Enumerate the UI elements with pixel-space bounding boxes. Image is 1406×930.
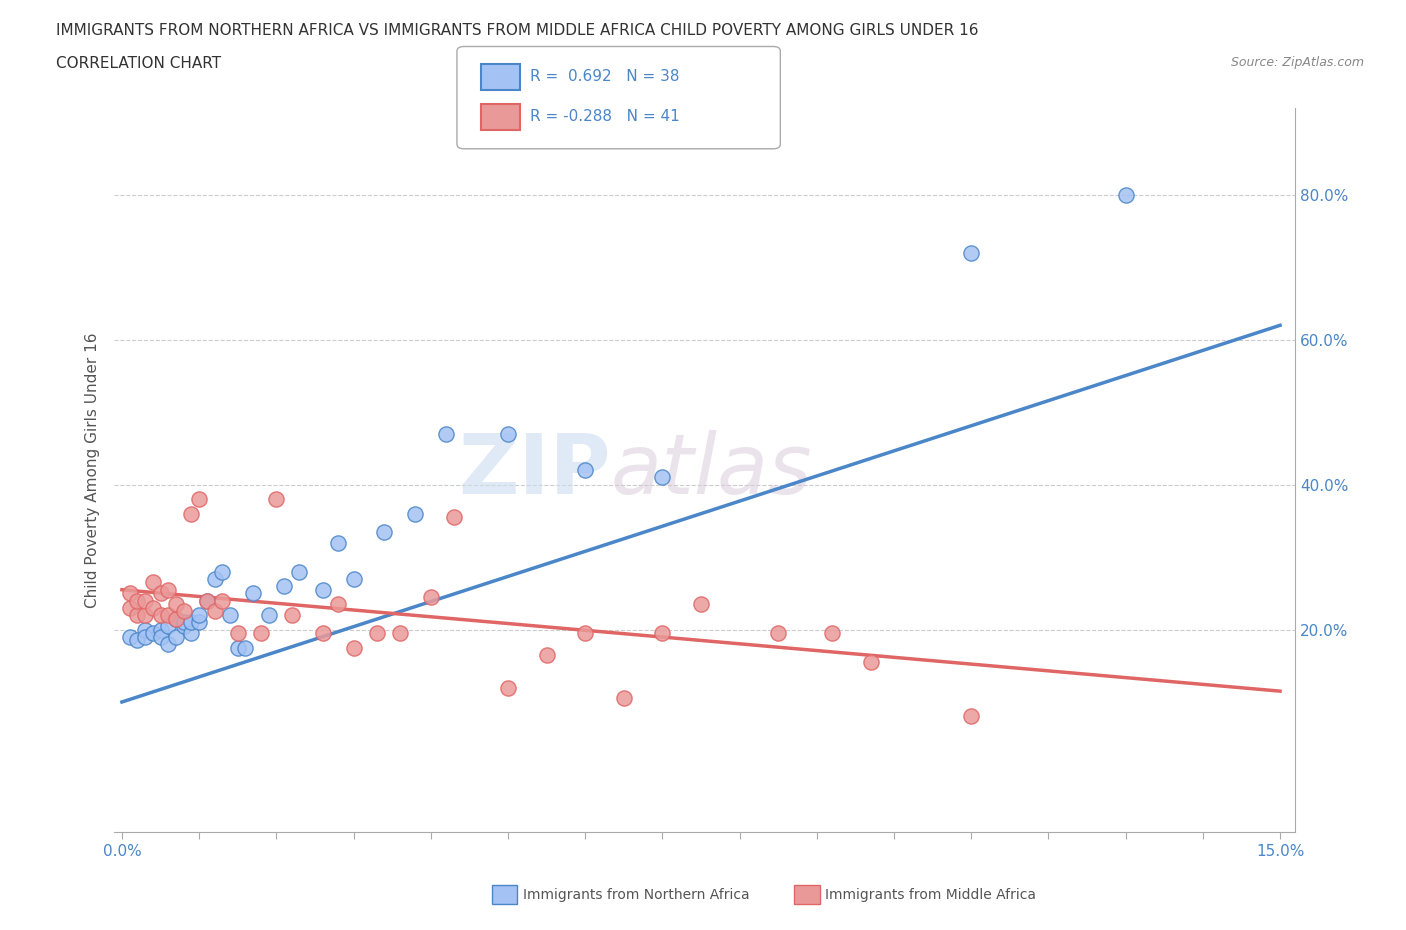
Point <box>496 680 519 695</box>
Point <box>404 506 426 521</box>
Point <box>766 626 789 641</box>
Point <box>134 607 156 622</box>
Point <box>118 601 141 616</box>
Point <box>235 640 257 655</box>
Point <box>127 607 149 622</box>
Point <box>1115 188 1137 203</box>
Point <box>165 630 187 644</box>
Point <box>188 607 211 622</box>
Point <box>204 604 226 618</box>
Point <box>373 525 395 539</box>
Point <box>195 593 218 608</box>
Point <box>434 427 457 442</box>
Point <box>311 582 333 597</box>
Text: ZIP: ZIP <box>458 430 610 511</box>
Point <box>142 575 165 590</box>
Point <box>690 597 713 612</box>
Text: R = -0.288   N = 41: R = -0.288 N = 41 <box>530 109 681 124</box>
Point <box>226 626 249 641</box>
Point <box>173 604 195 618</box>
Point <box>388 626 411 641</box>
Point <box>180 506 202 521</box>
Point <box>173 615 195 630</box>
Point <box>443 510 465 525</box>
Text: Immigrants from Middle Africa: Immigrants from Middle Africa <box>825 887 1036 902</box>
Point <box>188 492 211 507</box>
Point <box>960 709 983 724</box>
Text: IMMIGRANTS FROM NORTHERN AFRICA VS IMMIGRANTS FROM MIDDLE AFRICA CHILD POVERTY A: IMMIGRANTS FROM NORTHERN AFRICA VS IMMIG… <box>56 23 979 38</box>
Point <box>149 622 172 637</box>
Point <box>165 611 187 626</box>
Text: atlas: atlas <box>610 430 811 511</box>
Point <box>157 618 180 633</box>
Point <box>366 626 388 641</box>
Point <box>142 626 165 641</box>
Text: Source: ZipAtlas.com: Source: ZipAtlas.com <box>1230 56 1364 69</box>
Point <box>204 571 226 586</box>
Point <box>326 535 349 550</box>
Text: Immigrants from Northern Africa: Immigrants from Northern Africa <box>523 887 749 902</box>
Point <box>134 630 156 644</box>
Point <box>651 470 673 485</box>
Point <box>613 691 636 706</box>
Point <box>651 626 673 641</box>
Point <box>859 655 882 670</box>
Point <box>419 590 441 604</box>
Y-axis label: Child Poverty Among Girls Under 16: Child Poverty Among Girls Under 16 <box>86 332 100 608</box>
Point <box>134 593 156 608</box>
Point <box>195 593 218 608</box>
Point <box>211 593 233 608</box>
Point <box>281 607 304 622</box>
Point <box>342 571 364 586</box>
Point <box>326 597 349 612</box>
Point <box>219 607 242 622</box>
Point <box>536 647 558 662</box>
Point <box>960 246 983 260</box>
Point <box>157 637 180 652</box>
Point <box>211 565 233 579</box>
Point <box>127 593 149 608</box>
Point <box>180 615 202 630</box>
Point <box>134 622 156 637</box>
Point <box>273 578 295 593</box>
Point <box>157 607 180 622</box>
Point <box>149 586 172 601</box>
Text: R =  0.692   N = 38: R = 0.692 N = 38 <box>530 69 679 84</box>
Point <box>173 618 195 633</box>
Point <box>157 582 180 597</box>
Point <box>250 626 273 641</box>
Point <box>574 626 596 641</box>
Point <box>142 601 165 616</box>
Point <box>311 626 333 641</box>
Point <box>574 463 596 478</box>
Point <box>242 586 264 601</box>
Point <box>118 586 141 601</box>
Point <box>118 630 141 644</box>
Point <box>180 626 202 641</box>
Point <box>165 597 187 612</box>
Point <box>165 611 187 626</box>
Point <box>821 626 844 641</box>
Point <box>127 633 149 648</box>
Point <box>257 607 280 622</box>
Point <box>149 630 172 644</box>
Point <box>226 640 249 655</box>
Text: CORRELATION CHART: CORRELATION CHART <box>56 56 221 71</box>
Point <box>149 607 172 622</box>
Point <box>288 565 311 579</box>
Point <box>266 492 288 507</box>
Point <box>342 640 364 655</box>
Point <box>188 615 211 630</box>
Point <box>496 427 519 442</box>
